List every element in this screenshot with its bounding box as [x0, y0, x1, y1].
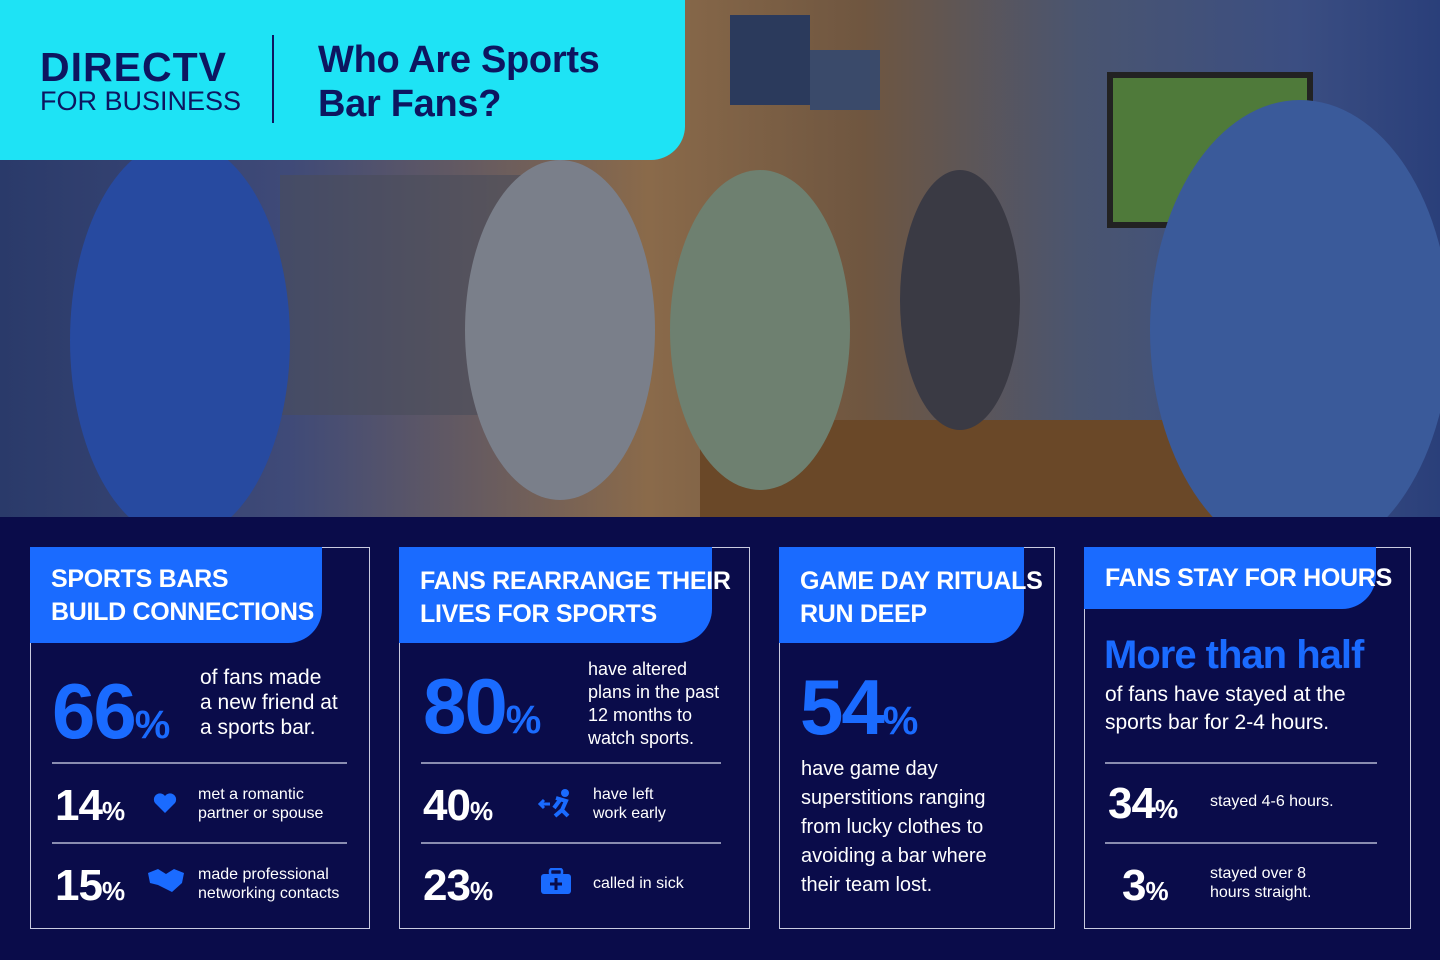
text-line: 12 months to [588, 705, 693, 725]
divider [421, 842, 721, 844]
main-stat: 66% [52, 672, 170, 750]
stat: 23% [423, 864, 493, 908]
stat-text: stayed 4-6 hours. [1210, 792, 1334, 811]
card-title: SPORTS BARS BUILD CONNECTIONS [51, 563, 314, 629]
title-line: RUN DEEP [800, 600, 927, 628]
stat: 40% [423, 784, 493, 828]
bar-photo [0, 0, 1440, 517]
headline: More than half [1104, 633, 1364, 677]
text-line: networking contacts [198, 885, 340, 902]
main-text: have altered plans in the past 12 months t… [588, 658, 719, 750]
stat-text: have left work early [593, 785, 666, 823]
number: 40 [423, 781, 471, 830]
unit: % [101, 796, 126, 826]
text-line: of fans made [200, 666, 322, 689]
divider [272, 35, 274, 123]
medkit-icon [541, 868, 571, 894]
divider [1105, 762, 1377, 764]
text-line: partner or spouse [198, 805, 324, 822]
text-line: met a romantic [198, 786, 304, 803]
unit: % [882, 699, 919, 743]
stat-text: made professional networking contacts [198, 865, 339, 903]
number: 15 [55, 861, 103, 910]
card-title: GAME DAY RITUALS RUN DEEP [800, 565, 1043, 631]
card-tab [779, 547, 1024, 643]
title-line: BUILD CONNECTIONS [51, 598, 314, 626]
stat-text: met a romantic partner or spouse [198, 785, 323, 823]
divider [1105, 842, 1377, 844]
text-line: their team lost. [801, 874, 933, 896]
title-line: FANS REARRANGE THEIR [420, 567, 731, 595]
text-line: a sports bar. [200, 716, 316, 739]
unit: % [134, 703, 171, 747]
text-line: called in sick [593, 875, 684, 892]
handshake-icon [148, 869, 184, 892]
header-panel [0, 0, 685, 160]
number: 3 [1122, 861, 1147, 910]
title-line: GAME DAY RITUALS [800, 567, 1043, 595]
text-line: superstitions ranging [801, 787, 986, 809]
title-line: Bar Fans? [318, 83, 502, 125]
text-line: sports bar for 2-4 hours. [1105, 711, 1330, 734]
title-line: FANS STAY FOR HOURS [1105, 564, 1392, 592]
stat: 15% [55, 864, 125, 908]
text-line: a new friend at [200, 691, 338, 714]
main-stat: 54% [800, 668, 918, 746]
divider [52, 842, 347, 844]
text-line: stayed 4-6 hours. [1210, 793, 1334, 810]
unit: % [469, 796, 494, 826]
divider [421, 762, 721, 764]
unit: % [1154, 794, 1179, 824]
card-tab [30, 547, 322, 643]
number: 66 [52, 667, 137, 755]
stat: 3% [1122, 864, 1169, 908]
stat: 34% [1108, 782, 1178, 826]
card-tab [1084, 547, 1376, 609]
title: Who Are Sports Bar Fans? [318, 38, 600, 126]
card-tab [399, 547, 712, 643]
card-title: FANS REARRANGE THEIR LIVES FOR SPORTS [420, 565, 731, 631]
text-line: have altered [588, 659, 688, 679]
logo-brand: DIRECTV [40, 44, 227, 90]
text-line: have game day [801, 758, 938, 780]
card-title: FANS STAY FOR HOURS [1105, 562, 1392, 595]
main-text: of fans have stayed at the sports bar for… [1105, 681, 1346, 737]
text-line: plans in the past [588, 682, 720, 702]
title-line: SPORTS BARS [51, 565, 229, 593]
text-line: of fans have stayed at the [1105, 683, 1346, 706]
divider [52, 762, 347, 764]
number: 80 [423, 662, 508, 750]
text-line: made professional [198, 866, 329, 883]
main-text: of fans made a new friend at a sports bar. [200, 665, 338, 740]
text-line: hours straight. [1210, 884, 1312, 901]
number: 54 [800, 663, 885, 751]
unit: % [1145, 876, 1169, 906]
unit: % [469, 876, 494, 906]
heart-icon [153, 793, 177, 813]
text-line: have left [593, 786, 654, 803]
title-line: LIVES FOR SPORTS [420, 600, 657, 628]
text-line: work early [593, 805, 666, 822]
number: 34 [1108, 779, 1156, 828]
running-icon [538, 789, 570, 818]
unit: % [505, 698, 542, 742]
main-stat: 80% [423, 667, 541, 745]
text-line: avoiding a bar where [801, 845, 987, 867]
logo-sub: FOR BUSINESS [40, 86, 242, 116]
stat: 14% [55, 784, 125, 828]
title-line: Who Are Sports [318, 39, 600, 81]
stat-text: called in sick [593, 874, 684, 893]
text-line: watch sports. [588, 728, 695, 748]
stat-text: stayed over 8 hours straight. [1210, 864, 1311, 902]
unit: % [101, 876, 126, 906]
text-line: stayed over 8 [1210, 865, 1307, 882]
number: 23 [423, 861, 471, 910]
text-line: from lucky clothes to [801, 816, 984, 838]
main-text: have game day superstitions ranging from l… [801, 755, 987, 900]
number: 14 [55, 781, 103, 830]
